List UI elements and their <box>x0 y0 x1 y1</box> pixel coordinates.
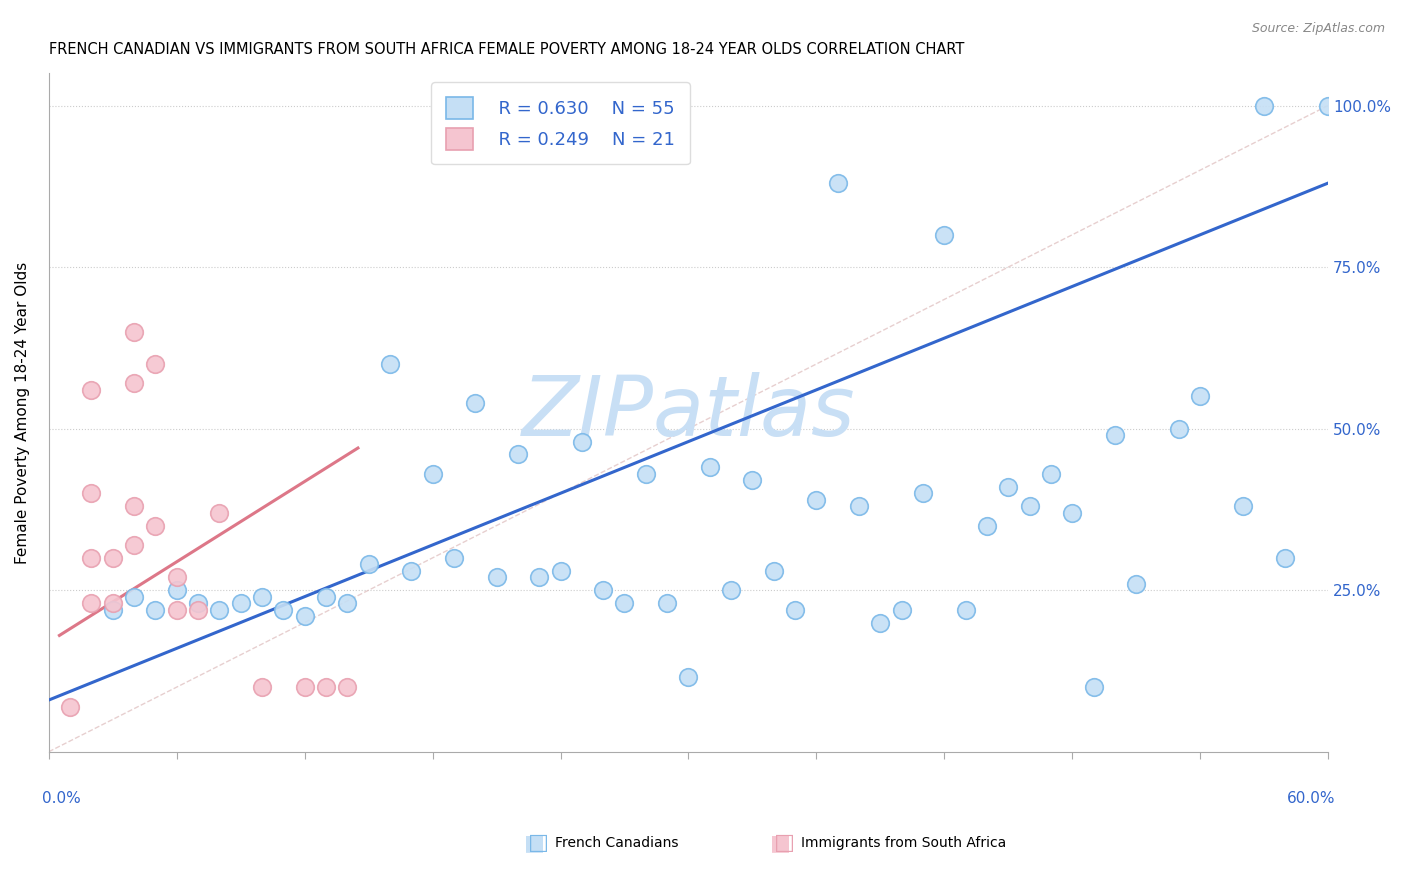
Point <box>592 583 614 598</box>
Text: 60.0%: 60.0% <box>1286 790 1336 805</box>
Point <box>443 550 465 565</box>
Point <box>571 434 593 449</box>
Point <box>997 480 1019 494</box>
Point <box>976 518 998 533</box>
Point <box>208 602 231 616</box>
Point <box>1253 98 1275 112</box>
Point <box>336 680 359 694</box>
Point <box>145 518 167 533</box>
Point <box>122 376 145 391</box>
Text: ZIPatlas: ZIPatlas <box>522 372 855 453</box>
Point <box>80 596 103 610</box>
Point <box>485 570 508 584</box>
Point <box>506 448 529 462</box>
Point <box>229 596 252 610</box>
Point <box>613 596 636 610</box>
Point <box>1167 422 1189 436</box>
Text: ■: ■ <box>770 833 790 853</box>
Point <box>271 602 294 616</box>
Point <box>934 227 956 242</box>
Point <box>634 467 657 481</box>
Point <box>122 590 145 604</box>
Text: Source: ZipAtlas.com: Source: ZipAtlas.com <box>1251 22 1385 36</box>
Point <box>101 602 124 616</box>
Point <box>80 486 103 500</box>
Point <box>1232 499 1254 513</box>
Point <box>1104 428 1126 442</box>
Point <box>1083 680 1105 694</box>
Point <box>1018 499 1040 513</box>
Point <box>250 680 273 694</box>
Point <box>869 615 891 630</box>
Point <box>550 564 572 578</box>
Point <box>145 602 167 616</box>
Point <box>250 590 273 604</box>
Point <box>145 357 167 371</box>
Point <box>678 670 700 684</box>
Point <box>1189 389 1212 403</box>
Point <box>166 570 188 584</box>
Point <box>890 602 912 616</box>
Point <box>187 602 209 616</box>
Point <box>655 596 678 610</box>
Y-axis label: Female Poverty Among 18-24 Year Olds: Female Poverty Among 18-24 Year Olds <box>15 261 30 564</box>
Point <box>378 357 401 371</box>
Point <box>783 602 806 616</box>
Point <box>955 602 977 616</box>
Point <box>208 506 231 520</box>
Point <box>166 583 188 598</box>
Point <box>122 538 145 552</box>
Point <box>59 699 82 714</box>
Point <box>187 596 209 610</box>
Point <box>315 590 337 604</box>
Point <box>1317 98 1340 112</box>
Point <box>315 680 337 694</box>
Point <box>1274 550 1296 565</box>
Point <box>399 564 422 578</box>
Text: Immigrants from South Africa: Immigrants from South Africa <box>801 836 1007 850</box>
Point <box>848 499 870 513</box>
Point <box>464 396 486 410</box>
Point <box>1039 467 1062 481</box>
Text: French Canadians: French Canadians <box>555 836 679 850</box>
Point <box>741 473 763 487</box>
Point <box>101 550 124 565</box>
Point <box>806 492 828 507</box>
Point <box>720 583 742 598</box>
Point <box>80 383 103 397</box>
Point <box>357 558 380 572</box>
Text: □: □ <box>775 833 794 853</box>
Point <box>101 596 124 610</box>
Text: FRENCH CANADIAN VS IMMIGRANTS FROM SOUTH AFRICA FEMALE POVERTY AMONG 18-24 YEAR : FRENCH CANADIAN VS IMMIGRANTS FROM SOUTH… <box>49 42 965 57</box>
Point <box>1125 576 1147 591</box>
Point <box>699 460 721 475</box>
Point <box>827 176 849 190</box>
Point <box>122 499 145 513</box>
Point <box>1062 506 1084 520</box>
Text: □: □ <box>529 833 548 853</box>
Point <box>336 596 359 610</box>
Point <box>762 564 785 578</box>
Legend:   R = 0.630    N = 55,   R = 0.249    N = 21: R = 0.630 N = 55, R = 0.249 N = 21 <box>432 82 690 164</box>
Text: 0.0%: 0.0% <box>42 790 80 805</box>
Point <box>80 550 103 565</box>
Text: ■: ■ <box>524 833 544 853</box>
Point <box>166 602 188 616</box>
Point <box>294 680 316 694</box>
Point <box>527 570 550 584</box>
Point <box>294 609 316 624</box>
Point <box>911 486 934 500</box>
Point <box>422 467 444 481</box>
Point <box>122 325 145 339</box>
